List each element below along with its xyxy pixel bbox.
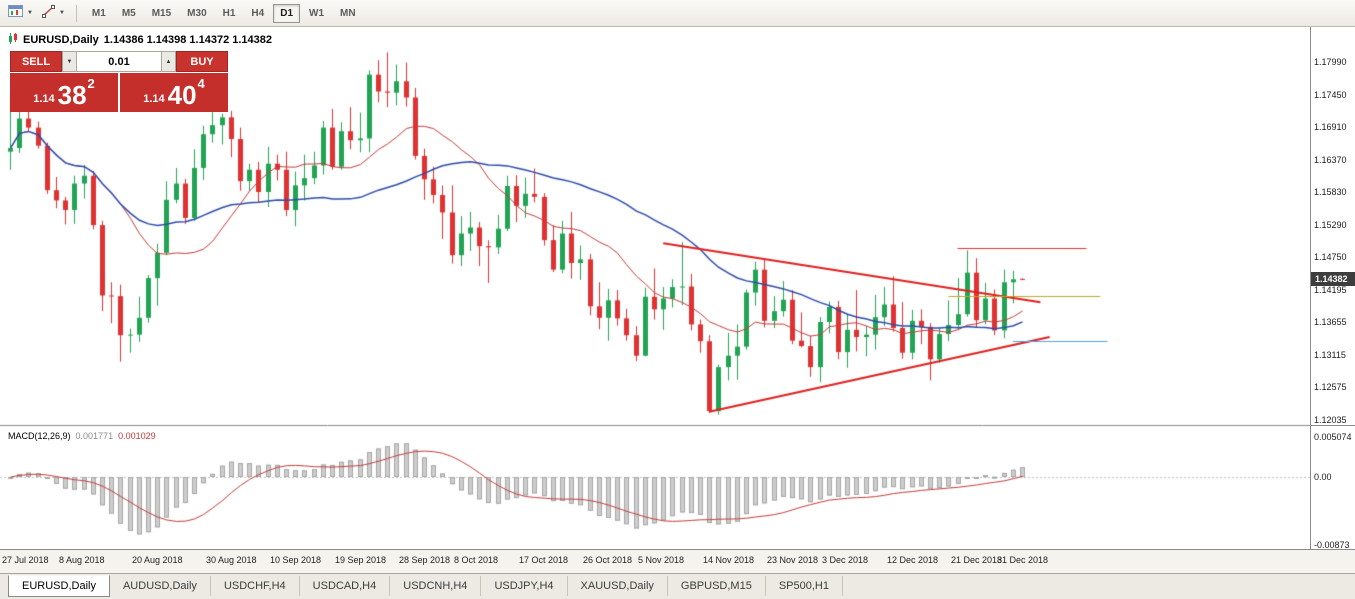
timeframe-group: M1 M5 M15 M30 H1 H4 D1 W1 MN [84, 3, 364, 23]
date-axis-label: 8 Oct 2018 [454, 555, 499, 565]
price-scale-label: 1.16910 [1314, 122, 1347, 132]
timeframe-button-m5[interactable]: M5 [115, 4, 143, 23]
date-axis-label: 28 Sep 2018 [399, 555, 451, 565]
one-click-trading-panel: SELL ▼ ▲ BUY 1.14 38 2 1.14 40 4 [10, 51, 228, 112]
buy-button[interactable]: BUY [176, 51, 228, 72]
price-scale-label: 1.16370 [1314, 154, 1347, 165]
date-axis-label: 12 Dec 2018 [887, 555, 939, 565]
symbol-tab-usdchf[interactable]: USDCHF,H4 [211, 576, 300, 596]
current-price-badge: 1.14382 [1311, 272, 1355, 287]
macd-scale-label: -0.00873 [1314, 540, 1350, 551]
price-scale-label: 1.12035 [1314, 414, 1347, 425]
trade-controls-row: SELL ▼ ▲ BUY [10, 51, 228, 72]
price-chart-canvas[interactable] [0, 27, 1310, 549]
symbol-tab-audusd[interactable]: AUDUSD,Daily [110, 576, 211, 596]
line-tool-button[interactable]: ▼ [37, 2, 69, 24]
timeframe-button-mn[interactable]: MN [333, 4, 363, 23]
date-axis-label: 3 Dec 2018 [822, 555, 869, 565]
timeframe-button-d1[interactable]: D1 [273, 3, 301, 23]
buy-price-button[interactable]: 1.14 40 4 [120, 73, 228, 112]
chevron-down-icon: ▼ [58, 10, 65, 16]
date-axis-label: 14 Nov 2018 [703, 555, 755, 565]
price-scale-label: 1.12575 [1314, 382, 1347, 392]
timeframe-button-m1[interactable]: M1 [85, 4, 113, 23]
price-scale-label: 1.15290 [1314, 219, 1347, 230]
symbol-tab-usdjpy[interactable]: USDJPY,H4 [481, 576, 568, 596]
macd-name: MACD(12,26,9) [8, 431, 71, 441]
sell-button[interactable]: SELL [10, 51, 62, 72]
lot-increase-button[interactable]: ▲ [161, 51, 176, 72]
timeframe-button-h1[interactable]: H1 [216, 4, 243, 23]
sell-price-button[interactable]: 1.14 38 2 [10, 73, 118, 112]
new-chart-button[interactable]: ▼ [4, 2, 37, 24]
price-scale-label: 1.14750 [1314, 252, 1347, 262]
sell-price-pips: 38 [57, 80, 87, 110]
toolbar: ▼ ▼ M1 M5 M15 M30 H1 H4 D1 W1 MN [0, 0, 1355, 27]
date-axis-label: 26 Oct 2018 [583, 555, 633, 565]
macd-scale-label: 0.005074 [1314, 432, 1352, 443]
chart-symbol-title: EURUSD,Daily [23, 34, 99, 46]
candlestick-chart-icon [8, 33, 18, 47]
new-chart-icon [8, 5, 24, 21]
symbol-tab-usdcnh[interactable]: USDCNH,H4 [390, 576, 482, 596]
symbol-tab-usdcad[interactable]: USDCAD,H4 [300, 576, 391, 596]
buy-price-point: 4 [197, 76, 205, 91]
symbol-tab-sp500[interactable]: SP500,H1 [766, 576, 843, 596]
symbol-tab-gbpusd[interactable]: GBPUSD,M15 [668, 576, 766, 596]
date-axis-label: 17 Oct 2018 [519, 555, 569, 565]
timeframe-button-h4[interactable]: H4 [244, 4, 271, 23]
symbol-tab-xauusd[interactable]: XAUUSD,Daily [568, 576, 668, 596]
date-axis-label: 20 Aug 2018 [132, 555, 183, 565]
macd-signal-value: 0.001029 [118, 431, 156, 441]
symbol-tab-eurusd[interactable]: EURUSD,Daily [8, 575, 110, 597]
pane-separator [1311, 425, 1355, 426]
price-scale[interactable]: 1.14382 1.17990 1.17450 1.16910 1.16370 1.15… [1310, 27, 1355, 551]
date-axis-label: 21 Dec 2018 [951, 555, 1003, 565]
price-scale-label: 1.13655 [1314, 317, 1347, 327]
chevron-down-icon: ▼ [27, 10, 33, 16]
macd-scale-label: 0.00 [1314, 472, 1332, 482]
sell-price-prefix: 1.14 [33, 93, 55, 105]
macd-indicator-label: MACD(12,26,9) 0.001771 0.001029 [8, 431, 156, 441]
date-axis-label: 5 Nov 2018 [638, 555, 685, 565]
lot-size-input[interactable] [77, 51, 161, 72]
trade-prices-row: 1.14 38 2 1.14 40 4 [10, 73, 228, 112]
date-axis-label: 23 Nov 2018 [767, 555, 819, 565]
price-scale-label: 1.13115 [1314, 349, 1346, 360]
timeframe-button-w1[interactable]: W1 [302, 4, 331, 23]
timeframe-button-m30[interactable]: M30 [180, 4, 213, 23]
price-scale-label: 1.15830 [1314, 187, 1347, 197]
sell-price-point: 2 [87, 76, 95, 91]
date-axis-label: 27 Jul 2018 [2, 555, 49, 565]
date-axis-label: 10 Sep 2018 [270, 555, 322, 565]
chart-tab-bar: EURUSD,Daily AUDUSD,Daily USDCHF,H4 USDCAD,… [0, 573, 1355, 599]
line-tool-icon [41, 5, 56, 21]
price-scale-label: 1.17450 [1314, 89, 1347, 100]
date-axis-label: 19 Sep 2018 [335, 555, 387, 565]
price-scale-label: 1.14195 [1314, 284, 1347, 295]
date-axis-label: 31 Dec 2018 [997, 555, 1049, 565]
price-scale-label: 1.17990 [1314, 57, 1347, 67]
macd-main-value: 0.001771 [75, 431, 114, 441]
lot-decrease-button[interactable]: ▼ [62, 51, 77, 72]
chart-header: EURUSD,Daily 1.14386 1.14398 1.14372 1.1… [8, 33, 272, 47]
chart-ohlc-values: 1.14386 1.14398 1.14372 1.14382 [103, 34, 273, 46]
date-axis-label: 8 Aug 2018 [59, 555, 105, 565]
buy-price-prefix: 1.14 [143, 93, 165, 105]
date-axis[interactable]: 27 Jul 2018 8 Aug 2018 20 Aug 2018 30 Aug 2… [0, 549, 1355, 573]
date-axis-label: 30 Aug 2018 [206, 555, 257, 565]
toolbar-separator [75, 4, 77, 22]
timeframe-button-m15[interactable]: M15 [145, 4, 178, 23]
buy-price-pips: 40 [167, 80, 197, 110]
